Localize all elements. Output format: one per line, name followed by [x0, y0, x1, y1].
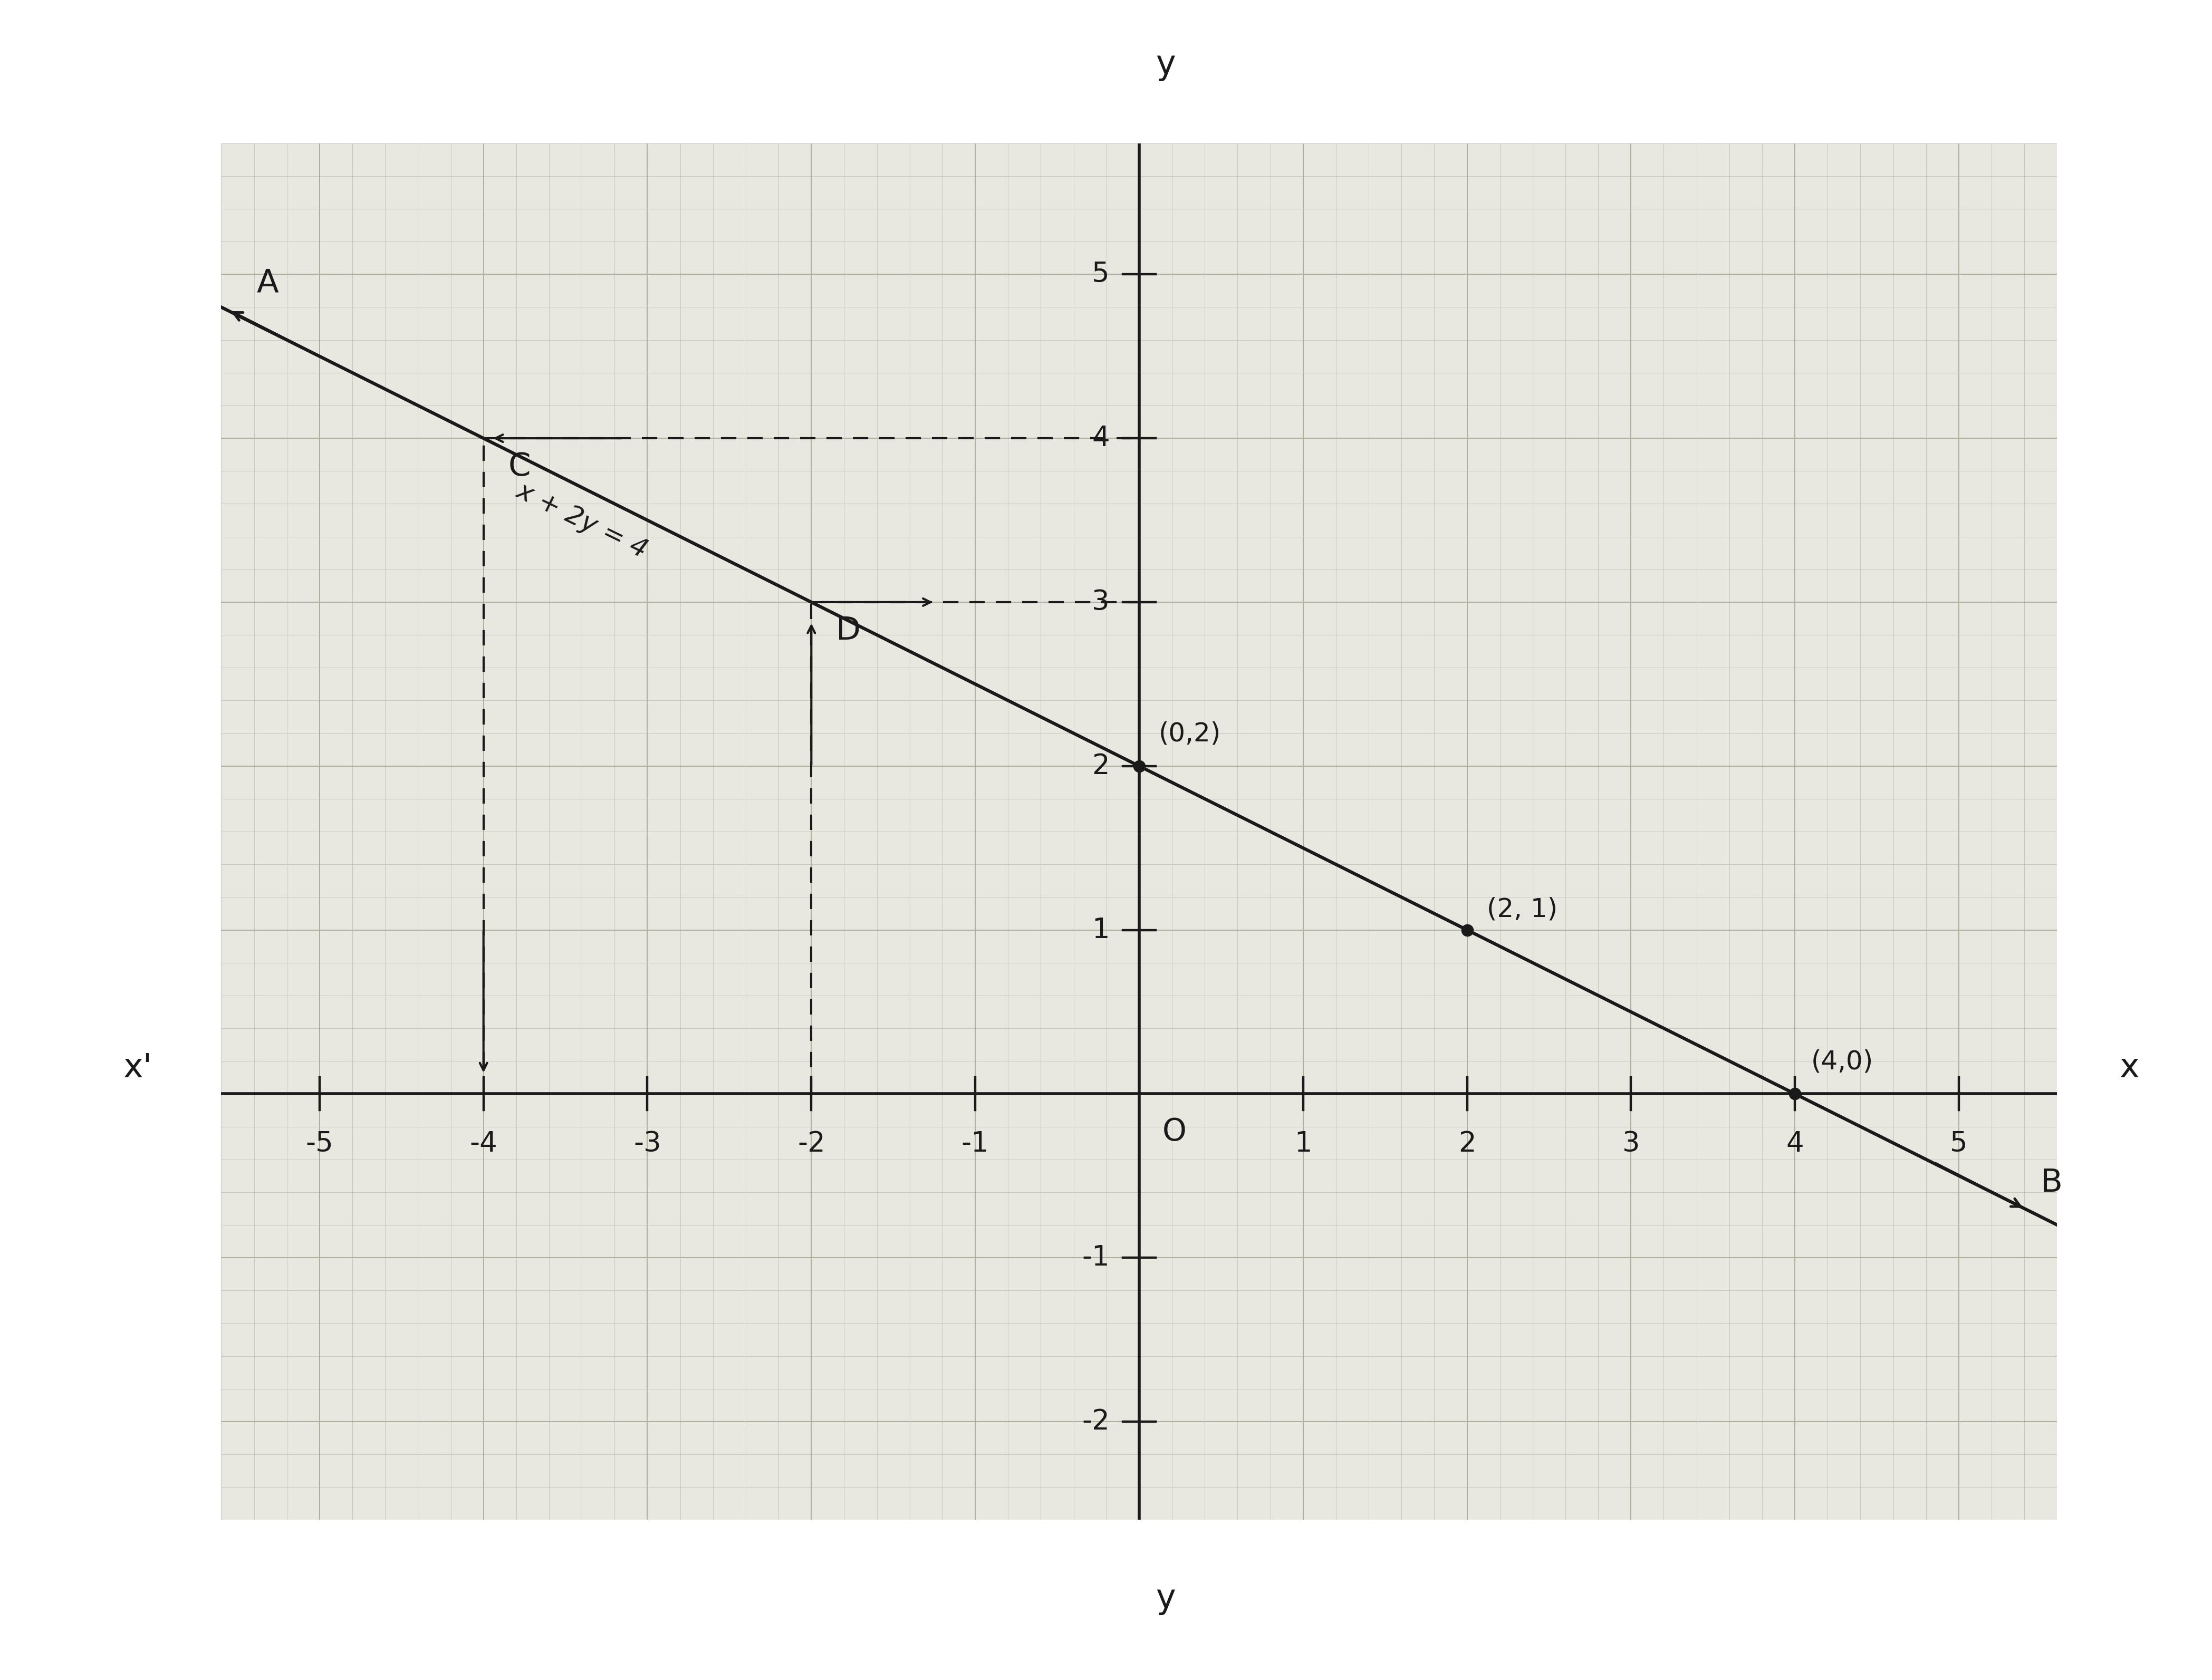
Text: -1: -1: [1082, 1243, 1110, 1272]
Text: 3: 3: [1093, 588, 1110, 617]
Text: D: D: [836, 615, 860, 647]
Text: 2: 2: [1093, 753, 1110, 780]
Text: 4: 4: [1093, 425, 1110, 452]
Text: (4,0): (4,0): [1812, 1048, 1874, 1074]
Text: 5: 5: [1093, 260, 1110, 287]
Text: y: y: [1155, 49, 1175, 81]
Text: C: C: [509, 452, 531, 482]
Text: B: B: [2042, 1168, 2064, 1200]
Text: 4: 4: [1785, 1131, 1803, 1158]
Text: -2: -2: [1082, 1408, 1110, 1435]
Text: x': x': [124, 1052, 153, 1084]
Text: -1: -1: [962, 1131, 989, 1158]
Text: x: x: [2119, 1052, 2139, 1084]
Text: A: A: [257, 267, 279, 299]
Text: 1: 1: [1294, 1131, 1312, 1158]
Text: (2, 1): (2, 1): [1486, 897, 1557, 922]
Text: O: O: [1161, 1117, 1186, 1147]
Text: 3: 3: [1621, 1131, 1639, 1158]
Text: -2: -2: [799, 1131, 825, 1158]
Text: -4: -4: [469, 1131, 498, 1158]
Text: 1: 1: [1093, 916, 1110, 944]
Text: 2: 2: [1458, 1131, 1475, 1158]
Text: 5: 5: [1951, 1131, 1969, 1158]
Text: -5: -5: [305, 1131, 334, 1158]
Text: (0,2): (0,2): [1159, 721, 1221, 746]
Text: x + 2y = 4: x + 2y = 4: [513, 477, 653, 563]
Text: -3: -3: [633, 1131, 661, 1158]
Text: y: y: [1155, 1583, 1175, 1614]
